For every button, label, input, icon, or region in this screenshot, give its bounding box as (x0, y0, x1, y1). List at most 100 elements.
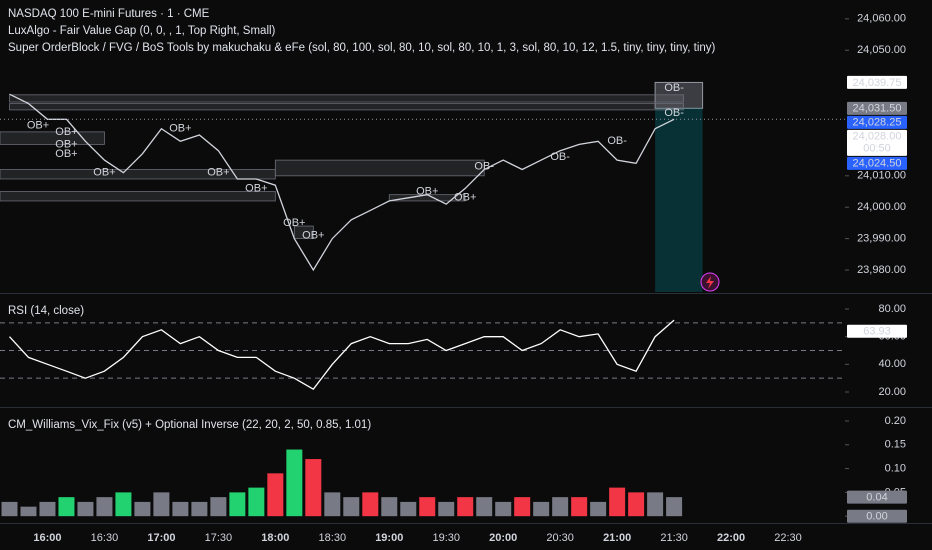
x-tick-label: 16:30 (91, 532, 119, 544)
price-marker-label: 0.00 (866, 511, 887, 523)
ob-label: OB+ (283, 217, 305, 229)
y-tick-label: 20.00 (878, 386, 906, 398)
ob-label: OB+ (55, 126, 77, 138)
price-marker-label: 63.93 (863, 326, 891, 338)
y-tick-label: 24,000.00 (857, 201, 906, 213)
ob-label: OB+ (416, 185, 438, 197)
ob-label: OB+ (93, 167, 115, 179)
bar (438, 501, 455, 517)
ob-label: OB- (664, 107, 684, 119)
bar (495, 501, 512, 517)
x-tick-label: 19:00 (375, 532, 403, 544)
bar (552, 497, 569, 517)
alert-icon-bolt (706, 276, 714, 289)
ob-label: OB- (474, 160, 494, 172)
ob-label: OB+ (169, 123, 191, 135)
ob-label: OB+ (55, 138, 77, 150)
price-marker (847, 129, 907, 156)
bar (172, 501, 189, 517)
order-block (9, 103, 684, 111)
bar (96, 497, 113, 517)
x-tick-label: 18:30 (319, 532, 347, 544)
price-marker (847, 156, 907, 170)
price-marker (847, 490, 907, 504)
bar (457, 497, 474, 517)
series-line (9, 93, 675, 272)
ob-label: OB- (550, 151, 570, 163)
price-marker (847, 75, 907, 89)
x-tick-label: 20:30 (546, 532, 574, 544)
price-marker-label: 24,031.50 (853, 103, 902, 115)
bar (210, 497, 227, 517)
x-tick-label: 21:00 (603, 532, 631, 544)
bar (666, 497, 683, 517)
position-risk (655, 108, 703, 293)
bar (362, 492, 379, 517)
bar (58, 497, 75, 517)
order-block (274, 159, 485, 177)
x-tick-label: 20:00 (489, 532, 517, 544)
ob-label: OB+ (27, 119, 49, 131)
bar (229, 492, 246, 517)
ob-label: OB+ (207, 167, 229, 179)
bar (647, 492, 664, 517)
price-marker-label: 24,028.25 (853, 117, 902, 129)
y-tick-label: 80.00 (878, 303, 906, 315)
bar (115, 492, 132, 517)
price-marker-label: 24,028.00 (853, 131, 902, 143)
bar (476, 497, 493, 517)
pane-title: RSI (14, close) (8, 305, 84, 317)
x-tick-label: 17:00 (147, 532, 175, 544)
bar (609, 487, 626, 517)
y-tick-label: 23,990.00 (857, 233, 906, 245)
price-marker-label: 24,024.50 (853, 158, 902, 170)
indicator-legend: Super OrderBlock / FVG / BoS Tools by ma… (8, 42, 716, 54)
x-tick-label: 16:00 (33, 532, 61, 544)
bar (381, 497, 398, 517)
x-tick-label: 21:30 (660, 532, 688, 544)
ob-label: OB- (664, 82, 684, 94)
bar (153, 492, 170, 517)
y-tick-label: 0.10 (885, 462, 906, 474)
symbol-title: NASDAQ 100 E-mini Futures · 1 · CME (8, 8, 210, 20)
order-block (293, 225, 314, 240)
y-tick-label: 0.20 (885, 415, 906, 427)
x-tick-label: 18:00 (261, 532, 289, 544)
ob-label: OB+ (302, 229, 324, 241)
bar (571, 497, 588, 517)
bar (419, 497, 436, 517)
bar (1, 501, 18, 517)
order-block (9, 94, 684, 103)
bar (305, 459, 322, 517)
series-line (9, 319, 675, 391)
bar (343, 497, 360, 517)
price-marker-label: 24,039.75 (853, 77, 902, 89)
indicator-legend: LuxAlgo - Fair Value Gap (0, 0, , 1, Top… (8, 25, 276, 37)
bar (533, 501, 550, 517)
order-block (0, 191, 276, 202)
bar (400, 501, 417, 517)
bar (267, 473, 284, 517)
bar (134, 501, 151, 517)
ob-label: OB+ (55, 148, 77, 160)
bar (20, 506, 37, 517)
pane-title: CM_Williams_Vix_Fix (v5) + Optional Inve… (8, 419, 371, 431)
price-marker (847, 115, 907, 129)
x-tick-label: 19:30 (432, 532, 460, 544)
x-tick-label: 22:00 (717, 532, 745, 544)
bar (628, 492, 645, 517)
bar (514, 497, 531, 517)
bar (77, 501, 94, 517)
y-tick-label: 23,980.00 (857, 264, 906, 276)
y-tick-label: 40.00 (878, 358, 906, 370)
y-tick-label: 24,010.00 (857, 170, 906, 182)
y-tick-label: 24,060.00 (857, 13, 906, 25)
bar (191, 501, 208, 517)
bar (248, 487, 265, 517)
y-tick-label: 0.15 (885, 439, 906, 451)
price-marker (847, 101, 907, 115)
plot-layer: 16:00 16:30 17:00 17:30 18:00 18:30 19:00 19:30… (0, 13, 907, 544)
bar (590, 501, 607, 517)
